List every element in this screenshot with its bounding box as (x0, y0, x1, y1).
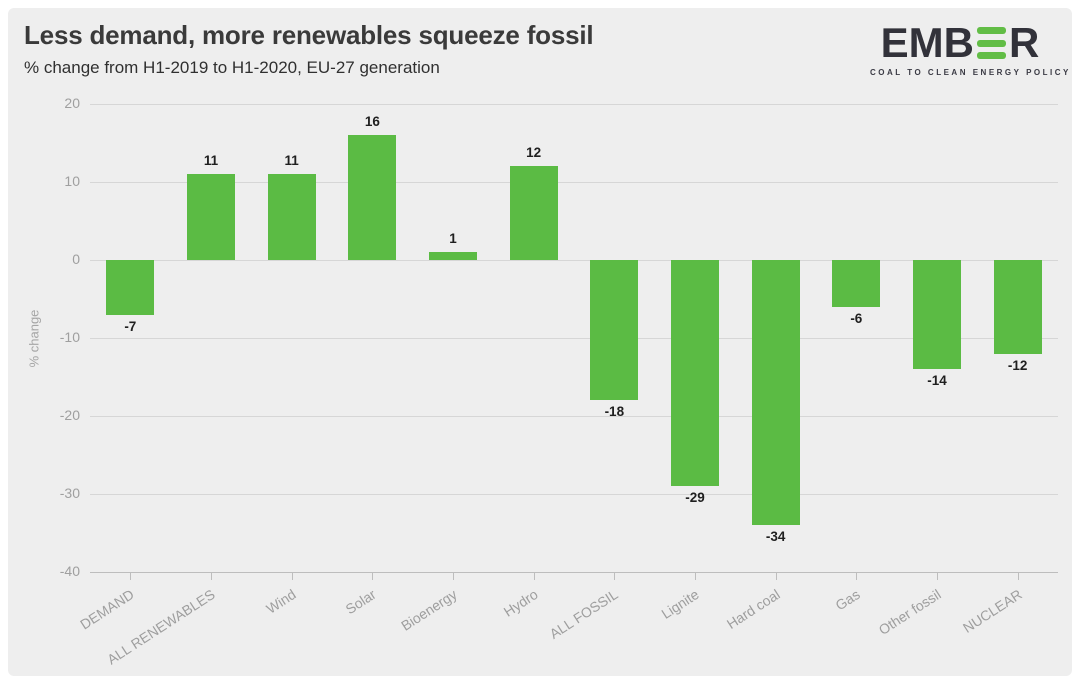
x-category-label-solar: Solar (342, 586, 380, 618)
y-tick-label--20: -20 (59, 407, 80, 423)
x-tick-all-fossil (614, 572, 616, 580)
ember-tagline: COAL TO CLEAN ENERGY POLICY (870, 68, 1071, 77)
x-tick-hydro (533, 572, 535, 580)
bar-gas (832, 260, 881, 307)
wordmark-r: R (1009, 19, 1040, 66)
ember-logo: EMB R COAL TO CLEAN ENERGY POLICY (870, 22, 1071, 78)
y-tick-label--10: -10 (59, 329, 80, 345)
value-label-bioenergy: 1 (449, 231, 457, 247)
value-label-solar: 16 (364, 114, 380, 130)
gridline--10 (90, 337, 1058, 339)
x-axis-line (90, 571, 1058, 573)
plot-area: % change 20 10 0 -10 -20 -30 -40 -7 DEMAND 11 ALL … (27, 95, 1058, 668)
bar-wind (267, 174, 316, 260)
x-tick-other-fossil (937, 572, 938, 580)
page-subtitle: % change from H1-2019 to H1-2020, EU-27 … (24, 58, 440, 77)
value-label-lignite: -29 (685, 490, 705, 506)
bar-bioenergy (429, 252, 477, 260)
x-tick-solar (372, 572, 374, 580)
bar-all-fossil (590, 260, 639, 401)
x-category-label-hard-coal: Hard coal (723, 586, 783, 633)
x-tick-gas (856, 572, 858, 580)
x-tick-all-renewables (211, 572, 212, 580)
gridline-0 (90, 259, 1058, 261)
wordmark-emb: EMB (880, 19, 974, 66)
ember-wordmark: EMB R (870, 22, 1050, 64)
gridline--20 (90, 415, 1058, 417)
x-tick-wind (291, 572, 293, 580)
page-title: Less demand, more renewables squeeze fos… (24, 20, 594, 50)
x-category-label-lignite: Lignite (658, 586, 702, 622)
y-tick-label--30: -30 (59, 485, 80, 501)
green-e-bars-icon (977, 27, 1006, 59)
bar-solar (348, 135, 397, 260)
y-tick-label-20: 20 (64, 95, 80, 111)
chart-panel: Less demand, more renewables squeeze fos… (8, 8, 1072, 676)
x-tick-hard-coal (775, 572, 777, 580)
value-label-hydro: 12 (526, 145, 542, 161)
x-category-label-gas: Gas (832, 586, 864, 614)
bar-hydro (509, 166, 558, 260)
bar-other-fossil (913, 260, 961, 370)
y-tick-label-10: 10 (64, 173, 80, 189)
x-tick-bioenergy (453, 572, 454, 580)
gridline-20 (90, 103, 1058, 105)
value-label-gas: -6 (850, 310, 863, 326)
x-tick-demand (130, 572, 132, 580)
bar-all-renewables (187, 174, 235, 260)
bar-demand (106, 260, 155, 315)
x-category-label-demand: DEMAND (77, 586, 138, 633)
bar-nuclear (993, 260, 1042, 354)
gridline-10 (90, 181, 1058, 183)
x-category-label-hydro: Hydro (500, 586, 541, 620)
y-tick-label-0: 0 (72, 251, 80, 267)
x-category-label-all-renewables: ALL RENEWABLES (104, 586, 218, 668)
value-label-demand: -7 (124, 318, 137, 334)
bar-lignite (671, 260, 719, 487)
x-category-label-nuclear: NUCLEAR (959, 586, 1025, 636)
x-tick-nuclear (1017, 572, 1019, 580)
value-label-nuclear: -12 (1007, 357, 1028, 373)
value-label-wind: 11 (284, 153, 299, 169)
x-category-label-wind: Wind (262, 586, 299, 617)
bar-hard-coal (751, 260, 800, 526)
value-label-all-renewables: 11 (203, 153, 219, 169)
x-tick-lignite (695, 572, 696, 580)
x-category-label-other-fossil: Other fossil (875, 586, 944, 638)
value-label-all-fossil: -18 (604, 404, 625, 420)
value-label-other-fossil: -14 (927, 373, 947, 389)
x-category-label-all-fossil: ALL FOSSIL (546, 586, 622, 642)
y-tick-label--40: -40 (59, 563, 80, 579)
x-category-label-bioenergy: Bioenergy (398, 586, 460, 634)
gridline--30 (90, 493, 1058, 495)
value-label-hard-coal: -34 (765, 529, 786, 545)
